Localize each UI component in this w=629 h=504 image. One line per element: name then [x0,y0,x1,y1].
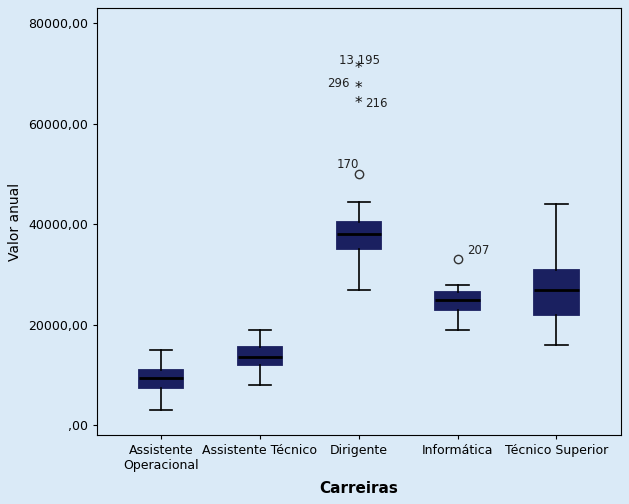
PathPatch shape [435,292,480,310]
PathPatch shape [534,270,579,315]
PathPatch shape [337,222,381,249]
X-axis label: Carreiras: Carreiras [320,481,398,495]
Text: 216: 216 [365,97,387,110]
Text: 296: 296 [327,77,350,90]
Text: 207: 207 [467,244,490,258]
Text: *: * [355,61,362,76]
PathPatch shape [139,370,184,388]
Text: 170: 170 [337,158,359,171]
PathPatch shape [238,347,282,365]
Text: 13 195: 13 195 [339,53,380,67]
Text: *: * [355,96,362,111]
Y-axis label: Valor anual: Valor anual [8,183,23,261]
Text: *: * [355,81,362,96]
